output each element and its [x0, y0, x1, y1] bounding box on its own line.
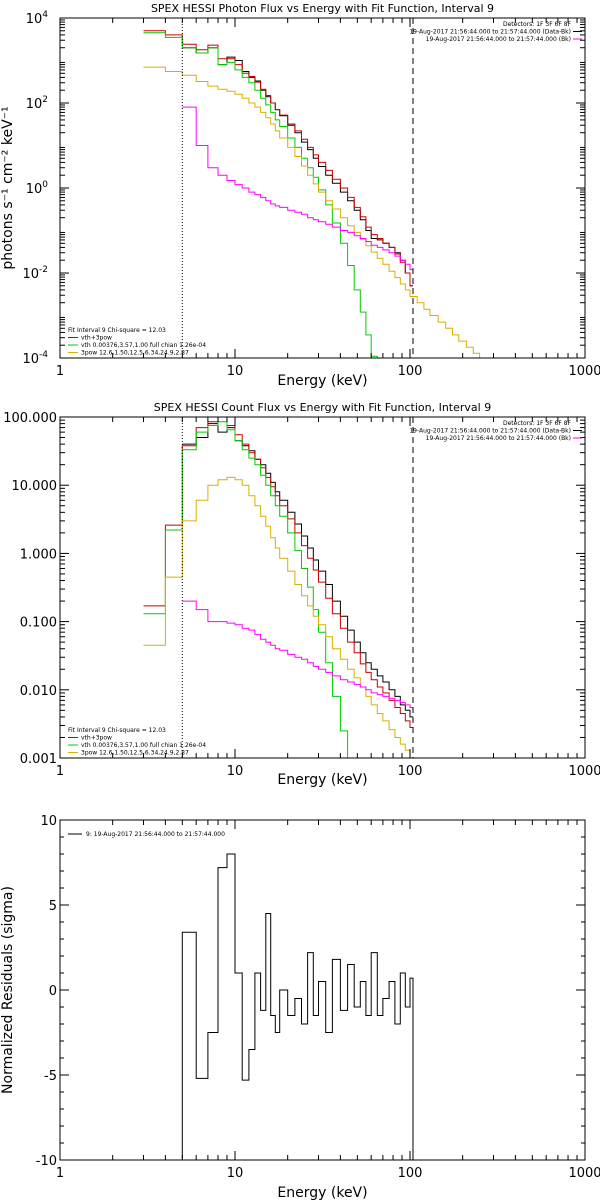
- legend-entry: vth+3pow: [81, 335, 112, 342]
- x-axis-label: Energy (keV): [277, 373, 367, 389]
- y-tick-label: 104: [26, 10, 49, 27]
- info-text: 19-Aug-2017 21:56:44.000 to 21:57:44.000…: [426, 435, 571, 442]
- chart-title: SPEX HESSI Photon Flux vs Energy with Fi…: [151, 2, 494, 15]
- y-tick-label: 10-4: [22, 350, 48, 367]
- series-line-background: [182, 106, 413, 271]
- x-tick-label: 100: [398, 1166, 423, 1181]
- x-tick-label: 1000: [568, 764, 600, 779]
- x-tick-label: 10: [227, 1166, 244, 1181]
- legend-entry: Fit Interval 9 Chi-square = 12.03: [68, 727, 166, 734]
- legend-entry: 3pow 12.6,1.50,12.5,6.34,24.9,2.87: [81, 350, 189, 357]
- chart-panel-3: 1 10 100 1000 -10 -5 0 5 10 Energy (keV) Normalize…: [0, 814, 600, 1200]
- y-tick-label: 0.010: [20, 684, 57, 699]
- legend-entry: vth 0.00376,3.57,1.00 full chian 1.26e-0…: [81, 342, 206, 349]
- y-axis-label: photons s⁻¹ cm⁻² keV⁻¹: [0, 106, 16, 269]
- series-group: [143, 417, 413, 758]
- series-line-data: [182, 423, 413, 718]
- legend-entry: vth 0.00376,3.57,1.00 full chian 1.26e-0…: [81, 742, 206, 749]
- y-tick-label: 0.001: [20, 752, 57, 767]
- series-line-fit: [143, 30, 413, 287]
- info-text: 19-Aug-2017 21:56:44.000 to 21:57:44.000…: [409, 428, 571, 435]
- y-tick-label: 102: [26, 95, 48, 112]
- series-line-residuals: [181, 853, 414, 1160]
- x-tick-label: 1: [56, 1166, 64, 1181]
- info-text: 19-Aug-2017 21:56:44.000 to 21:57:44.000…: [409, 29, 571, 36]
- info-line: 19-Aug-2017 21:56:44.000 to 21:57:44.000…: [409, 428, 582, 435]
- info-line: Detectors: 1F 3F 6F 8F: [503, 420, 572, 427]
- info-line: 19-Aug-2017 21:56:44.000 to 21:57:44.000…: [426, 435, 582, 442]
- series-line-background: [182, 600, 413, 708]
- info-text: 19-Aug-2017 21:56:44.000 to 21:57:44.000…: [426, 36, 571, 43]
- info-text: Detectors: 1F 3F 6F 8F: [503, 21, 572, 28]
- x-tick-label: 1000: [568, 364, 600, 379]
- x-tick-label: 1000: [568, 1166, 600, 1181]
- plot-frame: [59, 17, 586, 359]
- plot-frame: [59, 819, 586, 1161]
- series-group: [181, 853, 414, 1160]
- info-line: Detectors: 1F 3F 6F 8F: [503, 21, 572, 28]
- y-tick-label: 10-2: [22, 265, 48, 282]
- legend-entry: vth+3pow: [81, 735, 112, 742]
- y-tick-label: -10: [36, 1154, 57, 1169]
- series-line-thermal: [143, 421, 349, 758]
- y-tick-label: 0.100: [20, 616, 57, 631]
- y-tick-label: 100.000: [3, 411, 57, 426]
- x-tick-label: 100: [398, 764, 423, 779]
- x-tick-label: 100: [398, 364, 423, 379]
- x-tick-label: 10: [227, 364, 244, 379]
- y-tick-label: 10: [40, 814, 57, 829]
- info-line: 19-Aug-2017 21:56:44.000 to 21:57:44.000…: [426, 36, 582, 43]
- info-text: Detectors: 1F 3F 6F 8F: [503, 420, 572, 427]
- legend-entry: 3pow 12.6,1.50,12.5,6.34,24.9,2.87: [81, 750, 189, 757]
- series-line-thermal: [143, 32, 378, 358]
- chart-panel-1: SPEX HESSI Photon Flux vs Energy with Fi…: [0, 2, 600, 389]
- x-tick-label: 1: [56, 364, 64, 379]
- y-tick-label: 5: [49, 899, 57, 914]
- legend-entry: 9: 19-Aug-2017 21:56:44.000 to 21:57:44.…: [86, 831, 225, 838]
- x-tick-label: 10: [227, 764, 244, 779]
- series-group: [143, 30, 487, 358]
- y-axis-label: Normalized Residuals (sigma): [0, 886, 16, 1094]
- plot-frame: [59, 416, 586, 759]
- info-line: 19-Aug-2017 21:56:44.000 to 21:57:44.000…: [409, 29, 582, 36]
- series-line-data: [182, 47, 413, 287]
- series-line-fit: [143, 417, 413, 728]
- x-tick-label: 1: [56, 764, 64, 779]
- y-tick-label: 0: [49, 984, 57, 999]
- y-tick-label: 100: [26, 180, 49, 197]
- y-tick-label: -5: [44, 1069, 57, 1084]
- x-axis-label: Energy (keV): [277, 772, 367, 788]
- chart-panel-2: SPEX HESSI Count Flux vs Energy with Fit…: [3, 401, 600, 788]
- y-tick-label: 1.000: [20, 547, 57, 562]
- chart-title: SPEX HESSI Count Flux vs Energy with Fit…: [154, 401, 491, 414]
- legend-entry: Fit Interval 9 Chi-square = 12.03: [68, 327, 166, 334]
- series-line-nonthermal: [143, 66, 487, 358]
- x-axis-label: Energy (keV): [277, 1185, 367, 1200]
- series-line-nonthermal: [143, 476, 413, 758]
- y-tick-label: 10.000: [12, 479, 58, 494]
